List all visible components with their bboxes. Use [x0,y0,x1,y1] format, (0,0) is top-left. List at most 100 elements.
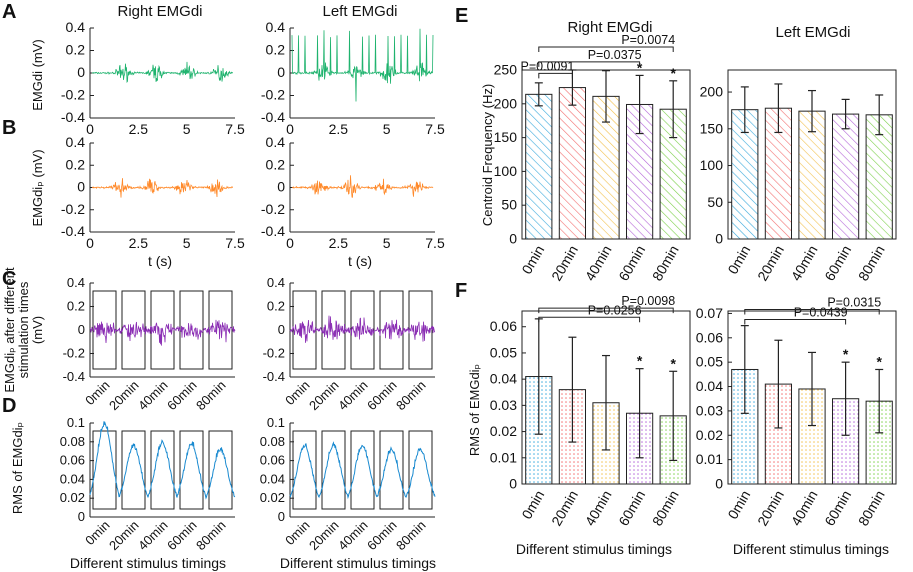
d-xtick: 40min [335,518,371,554]
c-xtick: 60min [364,378,400,414]
a-left-trace [291,28,434,102]
b-left-ytick: 0.4 [266,134,286,150]
E-right-p-bracket [538,61,641,67]
d-left-ytick: 0.1 [267,415,285,430]
f-left-xlabel: Different stimulus timings [733,541,889,557]
b-left-xtick: 0 [286,235,294,251]
c-left-ytick: 0.2 [267,299,285,314]
d-left-window-box [292,430,317,510]
a-right-xtick: 5 [183,121,191,137]
c-right-ytick: -0.4 [63,369,85,384]
a-left-ytick: -0.2 [261,87,285,103]
E-right-ytick: 100 [494,163,518,179]
c-xtick: 40min [135,378,171,414]
a-right-xtick: 0 [86,121,94,137]
d-xtick: 60min [364,518,400,554]
F-left-xtick: 20min [754,488,787,529]
E-right-xtick: 80min [649,243,682,284]
c-right-ytick: 0.4 [67,275,85,290]
d-right-window-box [150,430,175,510]
a-right-ytick: 0.2 [66,42,86,58]
F-right-p-value: P=0.0256 [588,303,642,317]
c-left-trace [289,315,435,343]
b-left-xtick: 5 [383,235,391,251]
panel-label-b: B [2,117,16,139]
F-right-xtick: 40min [582,488,615,529]
F-right-significance-star: * [670,355,676,371]
E-right-p-value: P=0.0091 [521,59,575,73]
a-right-ytick: -0.4 [61,109,85,125]
b-right-xtick: 5 [183,235,191,251]
E-left-ytick: 150 [700,120,724,136]
d-left-ytick: 0.02 [260,490,285,505]
a-right-ytick: 0 [77,64,85,80]
E-right-p-value: P=0.0375 [588,48,642,62]
F-left-ytick: 0 [715,476,723,492]
d-left-window-box [321,430,346,510]
F-left-xtick: 40min [788,488,821,529]
e-ylabel: Centroid Frequency (Hz) [480,84,495,226]
c-ylabel-line2: stimulation times [16,281,31,378]
E-right-ytick: 200 [494,95,518,111]
a-left-ytick: 0 [277,64,285,80]
f-ylabel: RMS of EMGdiₚ [467,364,482,456]
d-xtick: 20min [306,518,342,554]
E-right-p-bracket [538,46,674,53]
d-right-window-box [121,430,146,510]
E-left-xtick: 80min [855,243,888,284]
generated-plot-layer: 0.40.20-0.2-0.40 2.5 5 7.50.40.20-0.2-0.40 2… [60,19,897,554]
d-left-ytick: 0.08 [260,434,285,449]
E-left-ytick: 50 [707,194,723,210]
F-left-p-value: P=0.0315 [827,296,881,310]
F-right-xtick: 20min [548,488,581,529]
panel-label-c: C [2,268,16,290]
E-right-xtick: 0min [518,243,547,277]
E-right-xtick: 40min [582,243,615,284]
F-left-ytick: 0.01 [696,451,723,467]
d-left-window-box [379,430,404,510]
F-right-ytick: 0.05 [490,344,517,360]
c-xtick: 20min [306,378,342,414]
E-right-bar [558,87,587,240]
E-right-ytick: 50 [501,197,517,213]
c-left-window-box [408,290,433,370]
c-left-ytick: 0 [278,322,285,337]
a-right-trace [91,61,233,83]
d-right-ytick: 0 [78,509,85,524]
c-ylabel-line1: EMGdiₚ after different [2,267,17,393]
b-left-ytick: -0.4 [261,223,285,239]
d-left-ytick: 0.04 [260,471,285,486]
a-right-ytick: 0.4 [66,19,86,35]
F-right-ytick: 0.01 [490,449,517,465]
F-right-ytick: 0.02 [490,423,517,439]
a-right-xtick: 2.5 [129,121,149,137]
b-right-ytick: -0.2 [61,201,85,217]
b-right-xtick: 7.5 [225,235,245,251]
F-left-ytick: 0.07 [696,305,723,321]
c-right-ytick: 0 [78,322,85,337]
d-right-window-box [179,430,204,510]
F-right-ytick: 0.04 [490,371,517,387]
E-left-ytick: 200 [700,84,724,100]
c-left-ytick: -0.2 [263,346,285,361]
F-left-ytick: 0.03 [696,402,723,418]
E-right-p-bracket [538,72,573,79]
F-right-p-bracket [538,316,641,323]
b-ylabel: EMGdiₚ (mV) [30,149,45,226]
d-xtick: 80min [393,518,429,554]
F-right-p-bracket [538,307,674,314]
c-ylabel-line3: (mV) [30,316,45,344]
E-left-bar [831,113,860,240]
b-right-xtick: 2.5 [129,235,149,251]
a-right-xtick: 7.5 [225,121,245,137]
F-left-significance-star: * [876,353,882,369]
d-right-ytick: 0.04 [60,471,85,486]
E-left-ytick: 100 [700,157,724,173]
F-right-ytick: 0.06 [490,318,517,334]
E-left-xtick: 40min [788,243,821,284]
F-right-ytick: 0.03 [490,397,517,413]
a-right-ytick: -0.2 [61,87,85,103]
d-left-window-box [408,430,433,510]
b-left-xtick: 2.5 [329,235,349,251]
E-right-significance-star: * [670,65,676,81]
